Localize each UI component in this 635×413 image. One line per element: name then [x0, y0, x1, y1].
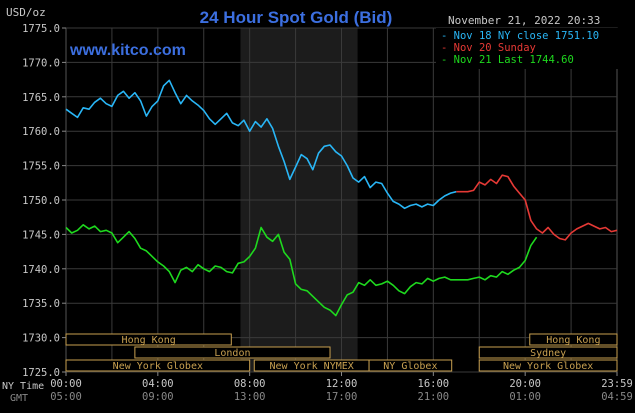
market-session-box: [478, 359, 618, 372]
y-tick-label: 1730.0: [22, 333, 60, 345]
legend-box: [436, 28, 619, 69]
market-session-box: [368, 359, 453, 372]
series-line-1: [456, 174, 618, 241]
y-axis-label: USD/oz: [6, 6, 46, 19]
market-session-label: New York Globex: [113, 361, 203, 372]
y-tick-label: 1775.0: [22, 23, 60, 35]
watermark: www.kitco.com: [69, 42, 186, 59]
gmt-label: GMT: [10, 393, 28, 404]
legend-entry-nov18: - Nov 18 NY close 1751.10: [441, 30, 599, 42]
chart-title: 24 Hour Spot Gold (Bid): [200, 8, 393, 27]
x-tick-label-gmt: 09:00: [142, 391, 174, 403]
x-tick-label-ny: 16:00: [418, 378, 450, 390]
x-tick-label-gmt: 04:59: [601, 391, 633, 403]
market-session-box: [478, 346, 618, 359]
market-session-label: NY Globex: [383, 361, 437, 372]
market-session-box: [134, 346, 331, 359]
x-tick-label-gmt: 21:00: [418, 391, 450, 403]
series-line-0: [65, 79, 457, 210]
legend: - Nov 18 NY close 1751.10 - Nov 20 Sunda…: [436, 28, 619, 69]
market-session-label: New York Globex: [503, 361, 593, 372]
x-tick-label-ny: 00:00: [50, 378, 82, 390]
x-tick-label-ny: 23:59: [601, 378, 633, 390]
legend-entry-nov21: - Nov 21 Last 1744.60: [441, 54, 574, 66]
market-session-label: Hong Kong: [122, 335, 176, 346]
x-tick-label-gmt: 13:00: [234, 391, 266, 403]
y-tick-label: 1765.0: [22, 92, 60, 104]
y-tick-label: 1760.0: [22, 126, 60, 138]
timestamp: November 21, 2022 20:33: [448, 14, 600, 27]
x-tick-label-gmt: 05:00: [50, 391, 82, 403]
y-tick-label: 1755.0: [22, 161, 60, 173]
market-session-box: [529, 333, 618, 346]
x-tick-label-gmt: 17:00: [326, 391, 358, 403]
market-session-box: [65, 333, 232, 346]
x-tick-label-ny: 12:00: [326, 378, 358, 390]
y-tick-label: 1725.0: [22, 367, 60, 379]
x-tick-label-ny: 04:00: [142, 378, 174, 390]
y-tick-label: 1770.0: [22, 57, 60, 69]
market-hours-layer: Hong Kong Hong Kong London Sydney New York G…: [65, 333, 618, 372]
axis-layer: 1775.0 1770.0 1765.0 1760.0 1755.0 1750.0 1745…: [22, 23, 633, 403]
x-tick-label-ny: 08:00: [234, 378, 266, 390]
market-session-box: [65, 359, 251, 372]
series-line-2: [65, 224, 538, 317]
x-tick-label-gmt: 01:00: [509, 391, 541, 403]
market-session-label: New York NYMEX: [270, 361, 354, 372]
y-tick-label: 1735.0: [22, 298, 60, 310]
ny-time-label: NY Time: [2, 381, 44, 392]
y-tick-label: 1750.0: [22, 195, 60, 207]
y-tick-label: 1745.0: [22, 229, 60, 241]
legend-entry-nov20: - Nov 20 Sunday: [441, 42, 536, 54]
market-session-label: London: [214, 348, 250, 359]
market-session-label: Hong Kong: [546, 335, 600, 346]
market-session-label: Sydney: [530, 348, 566, 359]
series-layer: [65, 79, 618, 317]
y-tick-label: 1740.0: [22, 264, 60, 276]
x-tick-label-ny: 20:00: [509, 378, 541, 390]
